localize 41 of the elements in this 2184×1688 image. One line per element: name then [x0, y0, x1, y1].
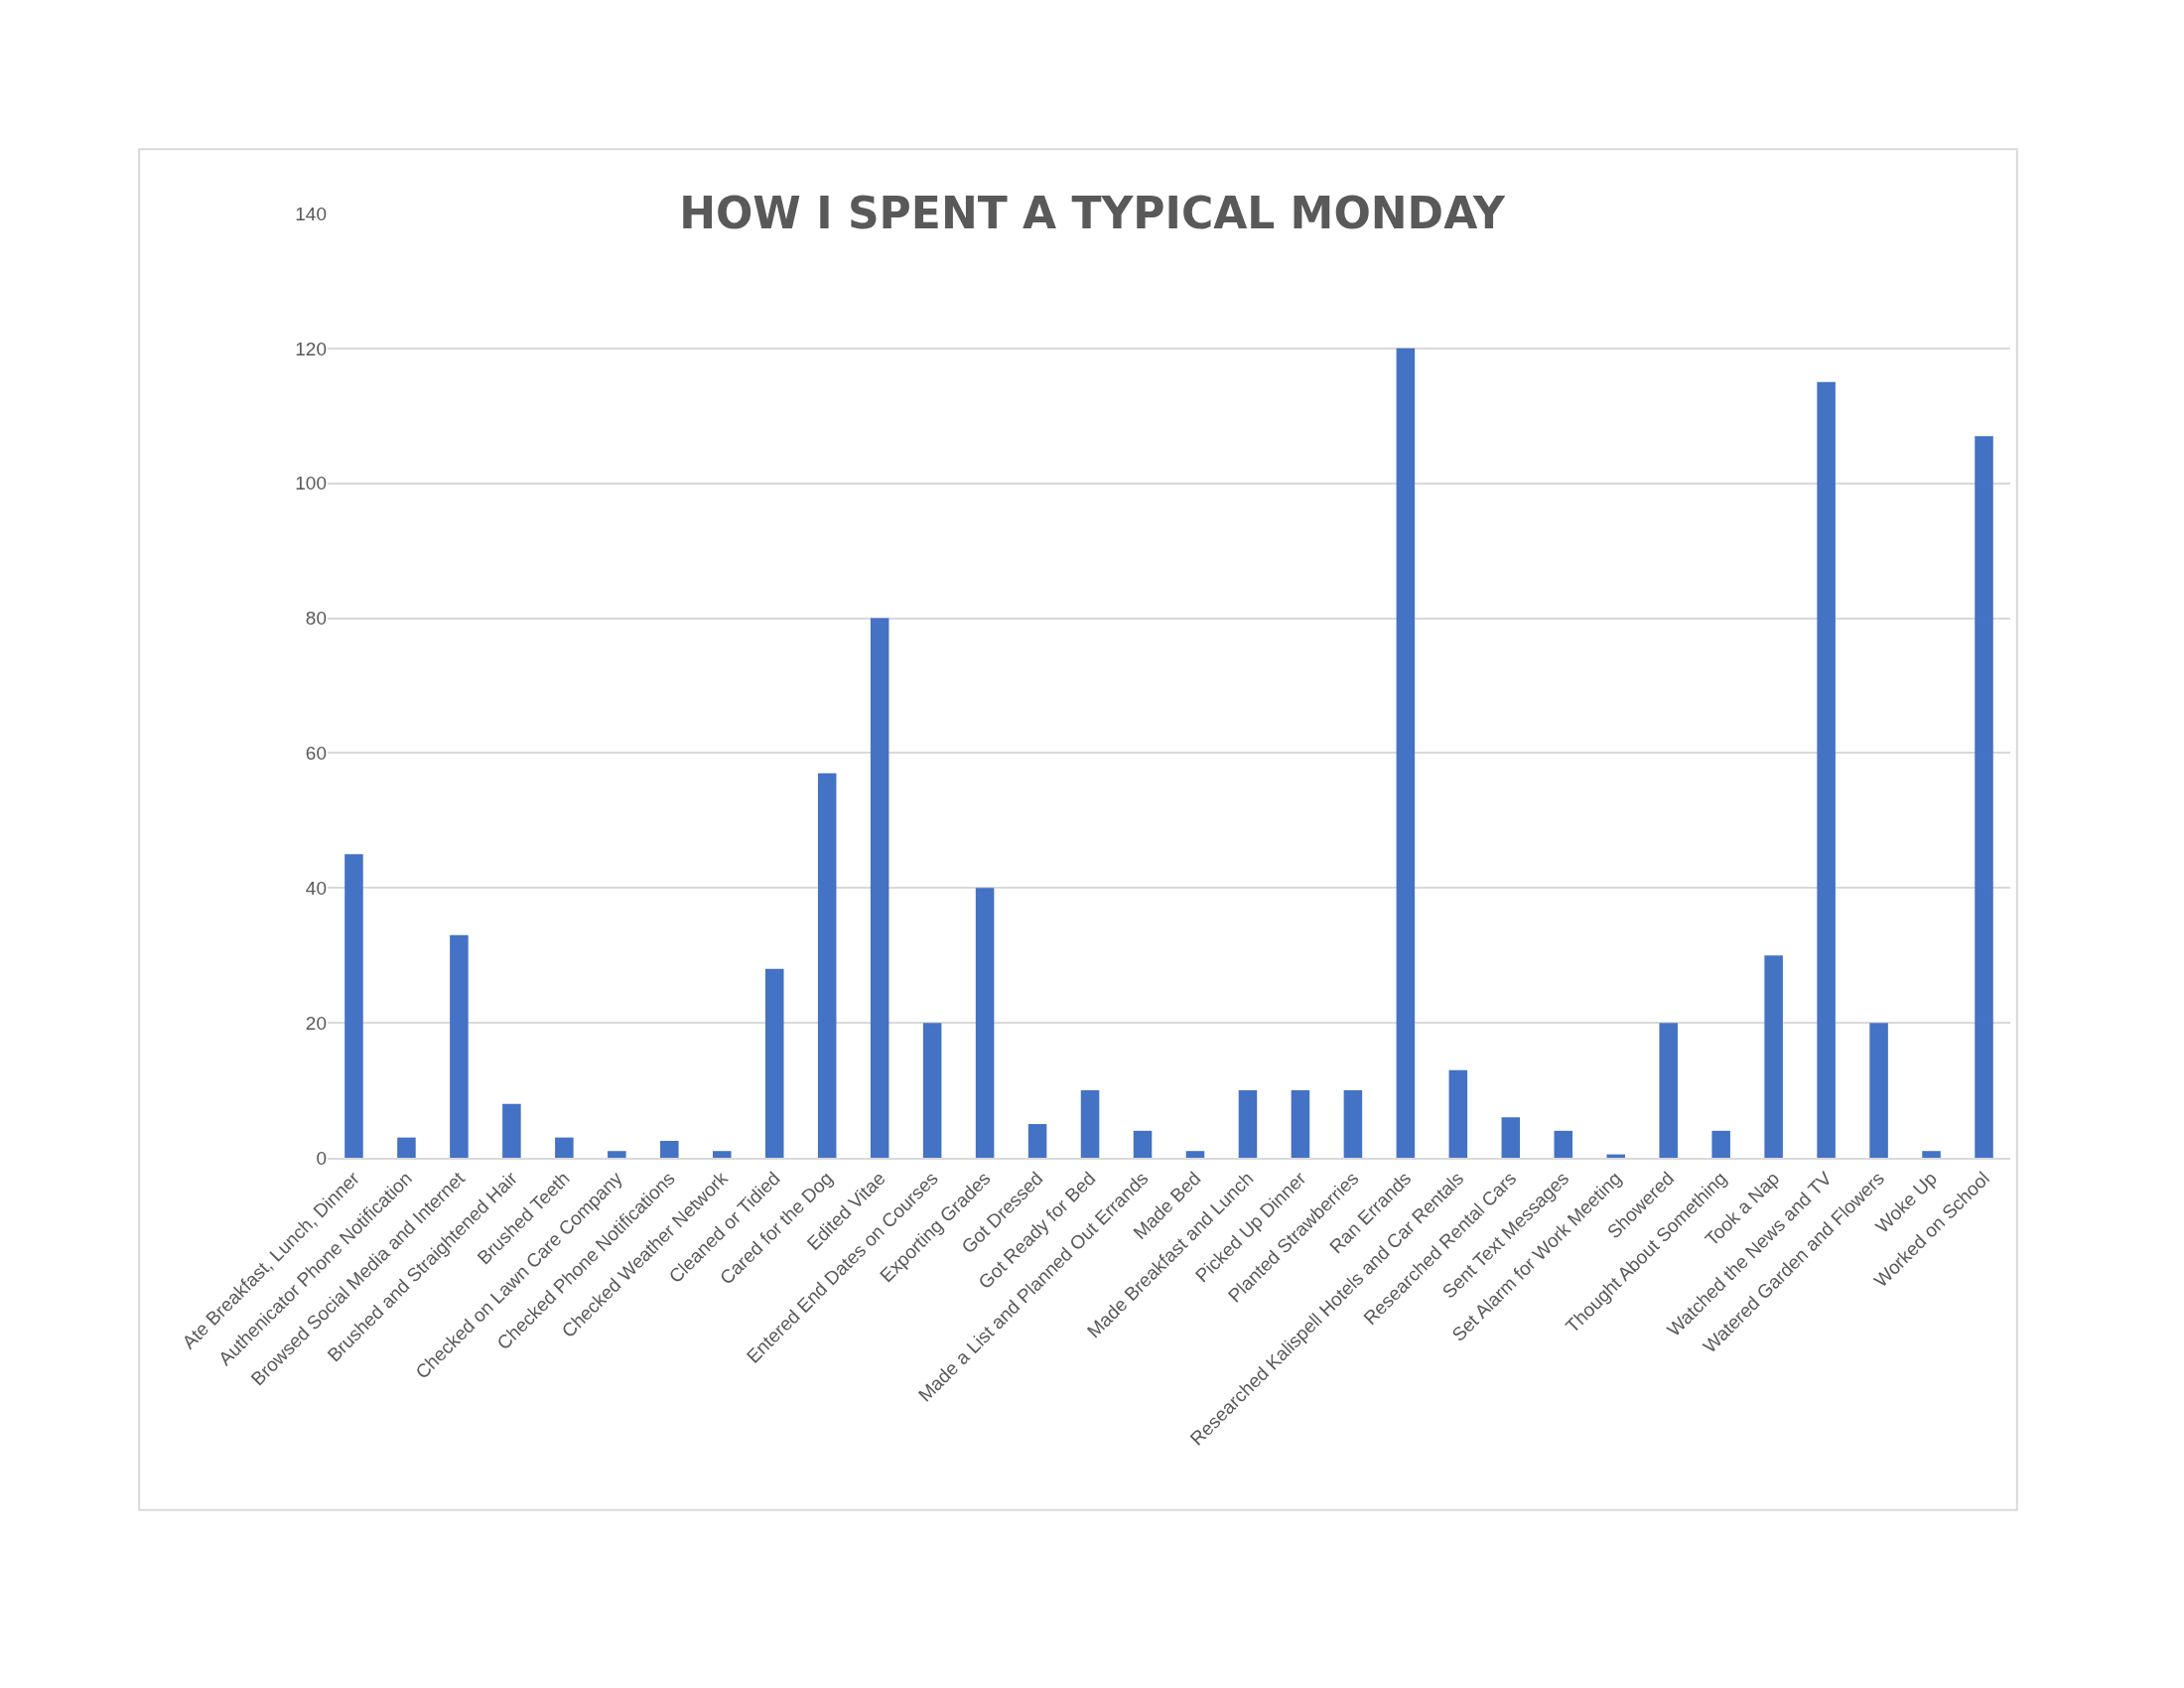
bar	[1185, 1151, 1205, 1158]
bar	[1291, 1090, 1310, 1158]
bar	[1238, 1090, 1258, 1158]
bar	[817, 773, 837, 1158]
bar	[1764, 955, 1783, 1158]
bar	[1080, 1090, 1100, 1158]
y-tick-label: 60	[305, 743, 327, 765]
bar	[1343, 1090, 1363, 1158]
y-tick-label: 20	[305, 1012, 327, 1034]
bar	[1659, 1023, 1678, 1158]
bar	[1554, 1130, 1573, 1158]
bar	[608, 1151, 626, 1158]
bar	[502, 1103, 521, 1158]
bar	[975, 888, 995, 1158]
bar	[397, 1137, 416, 1158]
y-tick-label: 120	[295, 338, 327, 359]
y-tick-label: 140	[295, 203, 327, 224]
bar	[1922, 1151, 1941, 1158]
bar	[1027, 1124, 1047, 1158]
bar	[764, 968, 784, 1158]
bar	[1501, 1117, 1521, 1158]
bar	[450, 934, 469, 1158]
bar	[344, 854, 363, 1158]
bar	[1396, 348, 1416, 1158]
y-tick-label: 40	[305, 877, 327, 899]
bar	[1711, 1130, 1730, 1158]
bar	[870, 618, 889, 1158]
y-tick-label: 100	[295, 473, 327, 494]
bar	[1817, 381, 1836, 1158]
bar	[1606, 1154, 1625, 1158]
y-tick-label: 0	[316, 1147, 327, 1169]
bar	[1133, 1130, 1153, 1158]
bar	[713, 1151, 732, 1158]
y-tick-label: 80	[305, 608, 327, 630]
bar	[1869, 1023, 1888, 1158]
bar	[1448, 1069, 1468, 1158]
bar	[1975, 436, 1993, 1158]
bar	[555, 1137, 574, 1158]
chart-title: HOW I SPENT A TYPICAL MONDAY	[679, 187, 1506, 238]
bar	[660, 1141, 679, 1158]
bar	[922, 1023, 942, 1158]
